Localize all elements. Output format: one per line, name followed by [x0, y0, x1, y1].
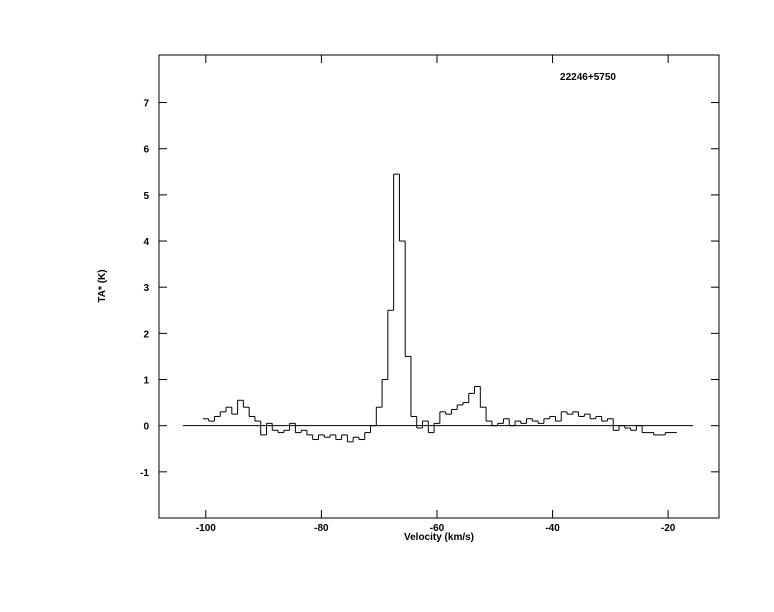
y-tick-label: -1	[140, 468, 149, 479]
y-tick-label: 2	[143, 329, 149, 340]
x-tick-label: -100	[196, 523, 216, 534]
y-tick-label: 5	[143, 191, 149, 202]
x-tick-label: -20	[661, 523, 676, 534]
y-tick-label: 3	[143, 283, 149, 294]
y-tick-label: 4	[143, 237, 149, 248]
x-tick-label: -60	[430, 523, 445, 534]
x-tick-label: -80	[314, 523, 329, 534]
chart-title: 22246+5750	[560, 72, 616, 83]
x-axis-label: Velocity (km/s)	[404, 532, 474, 543]
y-tick-label: 0	[143, 422, 149, 433]
y-tick-label: 1	[143, 376, 149, 387]
x-tick-label: -40	[545, 523, 560, 534]
y-tick-label: 7	[143, 99, 149, 110]
plot-frame	[158, 54, 720, 519]
y-axis-label: TA* (K)	[97, 269, 108, 302]
y-tick-label: 6	[143, 145, 149, 156]
